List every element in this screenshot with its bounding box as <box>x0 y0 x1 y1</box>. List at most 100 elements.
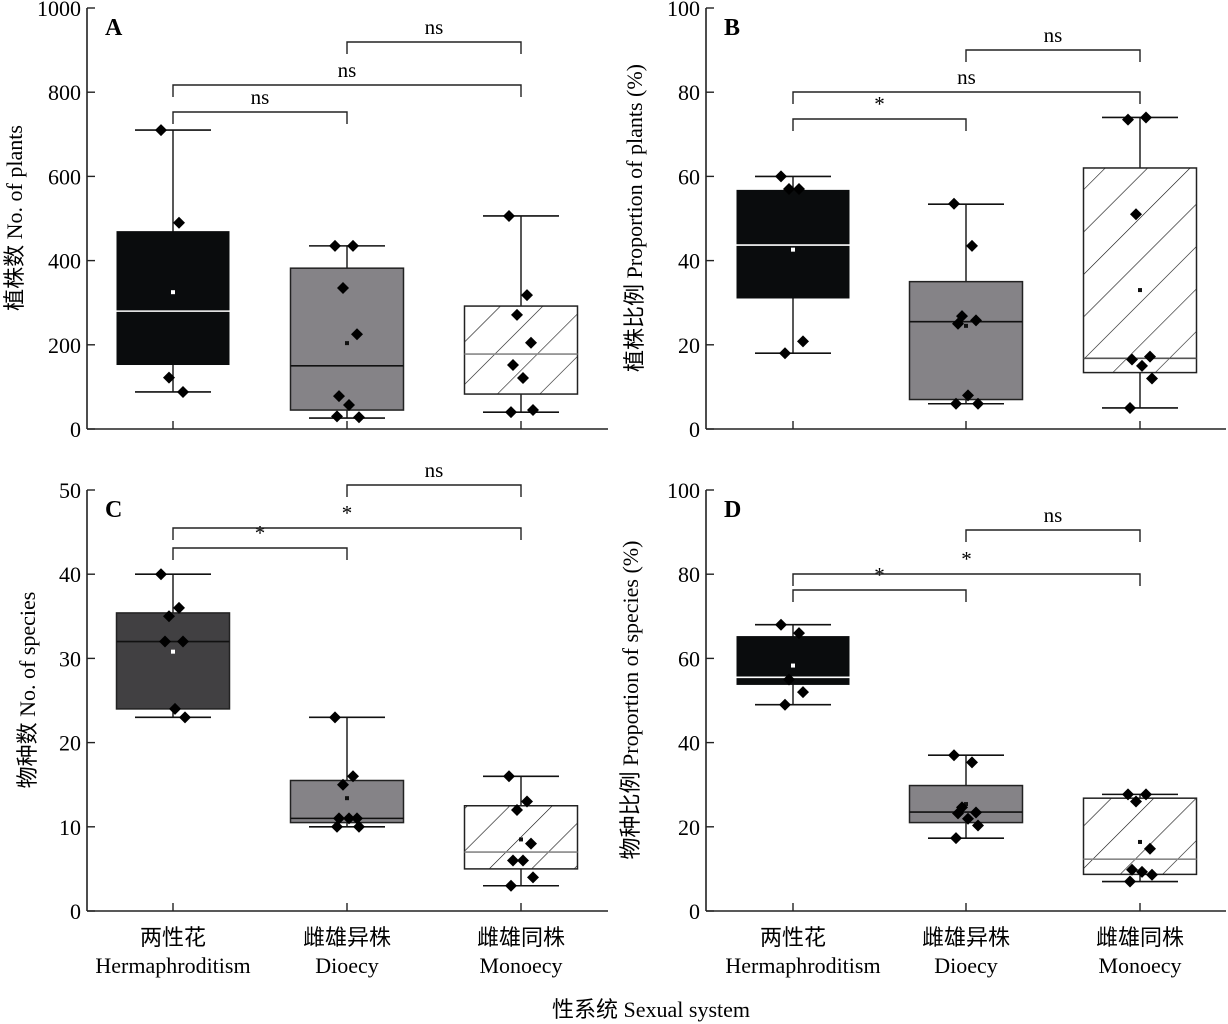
data-point <box>962 389 974 402</box>
data-point <box>505 879 517 892</box>
mean-marker <box>345 341 349 346</box>
data-point <box>337 778 349 791</box>
data-point <box>1126 863 1138 876</box>
data-point <box>950 832 962 845</box>
significance-bracket: ns <box>172 85 348 124</box>
box-rect <box>908 280 1024 401</box>
data-point <box>1140 111 1152 124</box>
y-tick-label: 10 <box>59 815 81 840</box>
x-cat-cn-hermaphroditism-d: 两性花 <box>760 925 826 950</box>
significance-bracket: ns <box>346 458 522 497</box>
mean-marker <box>171 649 175 654</box>
y-tick-label: 100 <box>667 478 700 503</box>
bracket-line <box>792 91 1141 104</box>
y-tick-label: 20 <box>59 731 81 756</box>
data-point <box>521 795 533 808</box>
data-point <box>507 359 519 372</box>
bracket-label: ns <box>425 15 444 39</box>
box-monoecy <box>463 770 579 892</box>
box-monoecy <box>1082 111 1198 414</box>
bracket-line <box>346 484 522 497</box>
data-point <box>1146 372 1158 385</box>
panel-d: 0 20 40 60 80 100 D 物种比例 Proportion of species … <box>618 478 1226 924</box>
x-cat-en-dioecy-d: Dioecy <box>934 953 998 978</box>
data-point <box>525 336 537 349</box>
significance-bracket: ns <box>965 23 1141 62</box>
bracket-line <box>792 589 967 602</box>
data-point <box>793 627 805 640</box>
mean-marker <box>791 663 795 668</box>
data-point <box>797 686 809 699</box>
data-point <box>1130 208 1142 221</box>
panel-letter: C <box>105 497 122 523</box>
y-tick-label: 80 <box>678 562 700 587</box>
bracket-label: * <box>961 547 972 571</box>
data-point <box>173 601 185 614</box>
box-hermaphroditism <box>736 618 850 711</box>
x-category-labels-c: 两性花 Hermaphroditism 雌雄异株 Dioecy 雌雄同株 Mon… <box>95 925 565 978</box>
data-point <box>775 618 787 631</box>
panel-letter: B <box>724 15 740 41</box>
significance-bracket: * <box>172 501 522 540</box>
data-point <box>779 698 791 711</box>
data-point <box>331 410 343 423</box>
data-point <box>155 568 167 581</box>
data-point <box>351 812 363 825</box>
data-point <box>177 635 189 648</box>
data-point <box>503 209 515 222</box>
mean-marker <box>171 290 175 295</box>
box-rect <box>1082 167 1198 374</box>
data-point <box>169 702 181 715</box>
data-point <box>163 371 175 384</box>
box-rect <box>116 231 230 366</box>
data-point <box>775 170 787 183</box>
data-point <box>155 124 167 137</box>
y-tick-label: 40 <box>678 731 700 756</box>
bracket-line <box>965 49 1141 62</box>
x-cat-en-monoecy-d: Monoecy <box>1098 953 1181 978</box>
data-point <box>505 406 517 419</box>
data-point <box>329 711 341 724</box>
box-hermaphroditism <box>116 124 230 398</box>
x-cat-cn-hermaphroditism-c: 两性花 <box>140 925 206 950</box>
data-point <box>1144 350 1156 363</box>
x-category-labels-d: 两性花 Hermaphroditism 雌雄异株 Dioecy 雌雄同株 Mon… <box>725 925 1184 978</box>
data-point <box>163 610 175 623</box>
data-point <box>527 871 539 884</box>
box-hermaphroditism <box>115 568 231 724</box>
bracket-line <box>172 84 522 97</box>
data-point <box>1144 842 1156 855</box>
bracket-label: ns <box>1044 503 1063 527</box>
significance-bracket: * <box>172 521 348 560</box>
data-point <box>333 390 345 403</box>
data-point <box>1136 865 1148 878</box>
data-point <box>1146 868 1158 881</box>
data-point <box>511 308 523 321</box>
data-point <box>347 239 359 252</box>
box-rect <box>115 612 231 710</box>
data-point <box>966 239 978 252</box>
data-point <box>962 812 974 825</box>
bracket-label: ns <box>338 58 357 82</box>
bracket-line <box>965 529 1141 542</box>
significance-bracket: * <box>792 563 967 602</box>
x-cat-en-monoecy-c: Monoecy <box>479 953 562 978</box>
data-point <box>783 183 795 196</box>
data-point <box>972 819 984 832</box>
data-point <box>517 854 529 867</box>
y-tick-label: 60 <box>678 646 700 671</box>
data-point <box>1124 401 1136 414</box>
panel-letter: D <box>724 497 741 523</box>
significance-bracket: * <box>792 547 1141 586</box>
data-point <box>779 347 791 360</box>
data-point <box>1122 788 1134 801</box>
data-point <box>1122 113 1134 126</box>
y-tick-label: 60 <box>678 164 700 189</box>
data-point <box>1130 795 1142 808</box>
y-axis-label: 植株数 No. of plants <box>2 125 27 311</box>
box-dioecy <box>908 749 1024 845</box>
y-tick-label: 0 <box>70 899 81 924</box>
data-point <box>952 807 964 820</box>
y-tick-label: 100 <box>667 0 700 21</box>
